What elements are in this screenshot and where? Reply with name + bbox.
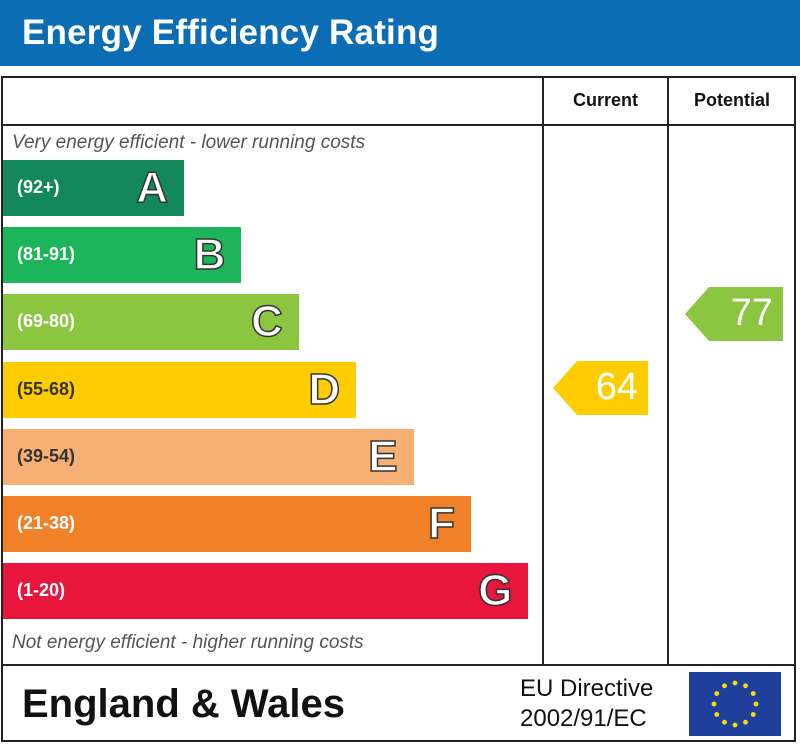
flag-star [732, 722, 738, 728]
potential-column-divider [667, 76, 669, 666]
region-label: England & Wales [22, 682, 346, 726]
current-column-header: Current [572, 90, 638, 110]
band-range-label: (81-91) [17, 244, 76, 265]
band-letter: G [477, 565, 513, 616]
band-letter: B [193, 229, 226, 280]
title-bar: Energy Efficiency Rating [0, 0, 800, 66]
flag-star [732, 680, 738, 686]
band-bar-c: (69-80) C [3, 294, 299, 351]
directive-line-2: 2002/91/EC [520, 705, 647, 732]
flag-star [722, 719, 727, 725]
band-bar-d: (55-68) D [3, 361, 357, 418]
current-rating-value: 64 [595, 366, 638, 409]
footer-divider [1, 664, 796, 666]
band-bar-g: (1-20) G [3, 563, 529, 620]
band-range-label: (21-38) [17, 513, 76, 533]
band-letter: D [308, 364, 341, 415]
band-range-label: (55-68) [17, 378, 76, 399]
flag-star [714, 691, 720, 696]
current-rating-arrow: 64 [553, 361, 648, 416]
band-range-label: (39-54) [17, 445, 76, 466]
potential-rating-value: 77 [730, 292, 773, 335]
band-range-label: (92+) [17, 177, 60, 197]
flag-star [750, 691, 756, 696]
band-bar-e: (39-54) E [3, 428, 414, 485]
header-divider [1, 124, 796, 126]
flag-star [722, 683, 727, 689]
directive-line-1: EU Directive [520, 675, 654, 702]
band-bar-b: (81-91) B [3, 227, 242, 284]
flag-star [743, 683, 748, 689]
band-range-label: (69-80) [17, 311, 76, 332]
current-column-divider [542, 76, 544, 666]
rating-table [1, 76, 796, 742]
flag-star [753, 701, 759, 707]
potential-rating-arrow: 77 [685, 287, 783, 342]
band-bar-f: (21-38) F [3, 496, 471, 552]
band-letter: C [250, 297, 283, 348]
flag-star [714, 712, 720, 717]
chart-title: Energy Efficiency Rating [22, 13, 440, 52]
band-bar-a: (92+) A [3, 160, 184, 216]
potential-column-header: Potential [693, 90, 770, 110]
band-range-label: (1-20) [17, 580, 66, 601]
band-letter: E [367, 431, 398, 482]
flag-star [750, 712, 756, 717]
bottom-note: Not energy efficient - higher running co… [12, 632, 364, 653]
band-letter: F [427, 498, 455, 549]
eu-flag-icon [689, 672, 781, 736]
flag-star [743, 719, 748, 725]
band-letter: A [135, 162, 168, 213]
flag-star [711, 701, 717, 707]
top-note: Very energy efficient - lower running co… [12, 132, 366, 153]
